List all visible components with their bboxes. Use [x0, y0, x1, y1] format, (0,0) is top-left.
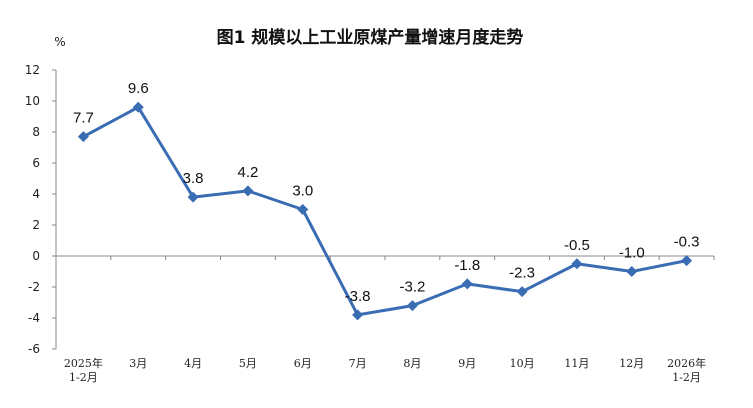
x-tick-label: 10月: [510, 357, 535, 370]
data-label: -3.8: [345, 288, 371, 305]
x-tick-label: 1-2月: [672, 371, 701, 384]
data-point-marker: [571, 258, 583, 270]
y-tick-labels: 12 10 8 6 4 2 0 -2 -4 -6: [25, 63, 40, 356]
y-tick-label: -2: [28, 280, 40, 294]
series-line: [77, 101, 693, 321]
data-label: -2.3: [509, 265, 535, 282]
series-line-path: [82, 105, 687, 317]
data-point-marker: [626, 266, 638, 277]
y-tick-label: 2: [32, 218, 40, 232]
data-point-marker: [242, 185, 254, 197]
data-label: 4.2: [237, 164, 258, 181]
data-point-marker: [352, 309, 364, 321]
y-tick-label: 10: [25, 94, 40, 108]
x-tick-label: 5月: [239, 357, 257, 370]
data-point-marker: [406, 300, 418, 312]
data-point-marker: [516, 286, 528, 298]
data-point-marker: [297, 204, 309, 215]
x-tick-label: 11月: [564, 357, 589, 370]
x-tick-label: 3月: [129, 357, 147, 370]
x-tick-label: 12月: [619, 357, 644, 370]
y-tick-label: 12: [25, 63, 40, 77]
x-tick-label: 8月: [403, 357, 421, 370]
data-label: -0.5: [564, 237, 590, 254]
data-label: -1.0: [619, 245, 645, 262]
x-tick-label: 6月: [294, 357, 312, 370]
data-label: -3.2: [399, 279, 425, 296]
y-tick-label: 4: [32, 187, 40, 201]
y-axis-unit: %: [54, 35, 65, 49]
data-point-marker: [77, 131, 89, 143]
data-label: 9.6: [128, 80, 149, 97]
x-tick-label: 1-2月: [69, 371, 98, 384]
data-label: 3.0: [292, 183, 313, 200]
chart-title: 图1 规模以上工业原煤产量增速月度走势: [217, 27, 524, 48]
x-tick-label: 9月: [458, 357, 476, 370]
axes: [52, 69, 715, 350]
data-label: 7.7: [73, 110, 94, 127]
x-tick-label: 2026年: [667, 356, 706, 370]
data-label: -1.8: [454, 257, 480, 274]
data-label: -0.3: [674, 234, 700, 251]
x-tick-label: 2025年: [64, 356, 103, 370]
data-labels: 7.7 9.6 3.8 4.2 3.0 -3.8 -3.2 -1.8 -2.3 -0.5 -1.0 -…: [73, 80, 700, 305]
data-point-marker: [187, 191, 199, 203]
data-point-marker: [132, 101, 144, 113]
y-tick-label: 8: [32, 125, 40, 139]
x-tick-label: 7月: [349, 357, 367, 370]
data-point-marker: [461, 278, 473, 290]
y-tick-label: 0: [32, 249, 40, 263]
x-tick-label: 4月: [184, 357, 202, 370]
data-point-marker: [681, 255, 693, 267]
y-tick-label: -4: [28, 311, 40, 325]
y-tick-label: -6: [28, 342, 40, 356]
data-label: 3.8: [183, 170, 204, 187]
y-tick-label: 6: [32, 156, 40, 170]
